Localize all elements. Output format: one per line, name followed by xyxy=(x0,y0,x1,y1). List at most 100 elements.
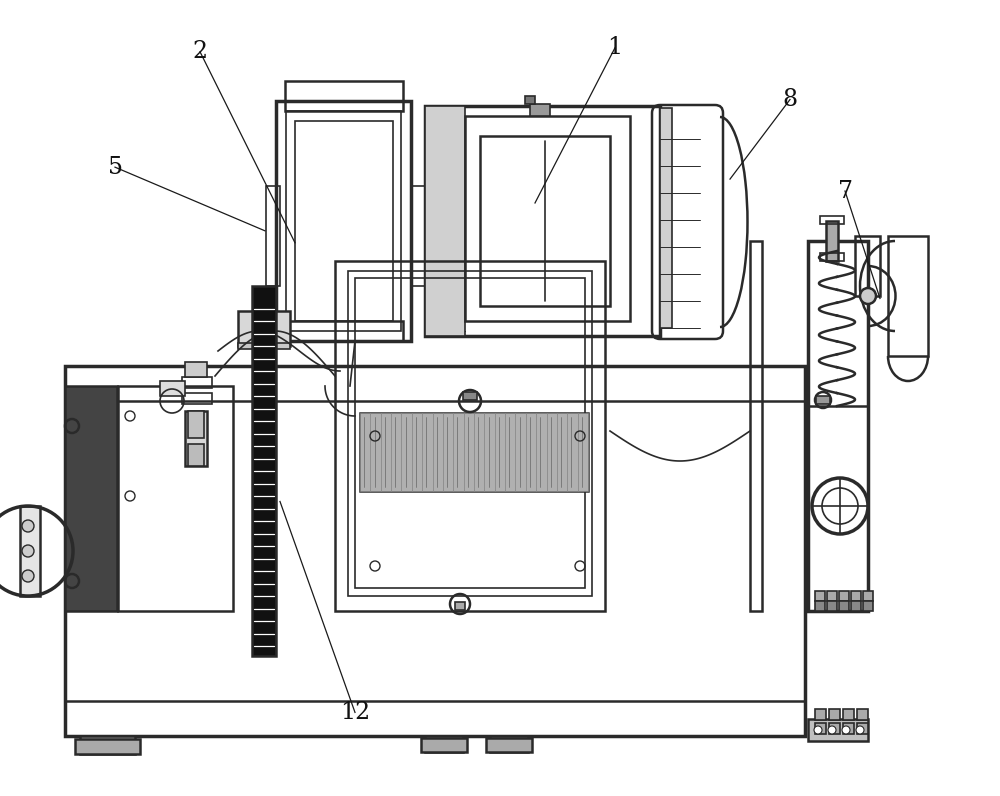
Bar xyxy=(530,104,550,116)
Bar xyxy=(843,709,854,720)
Bar xyxy=(425,106,465,336)
Circle shape xyxy=(842,726,850,734)
Bar xyxy=(474,413,484,491)
Bar xyxy=(185,411,207,466)
Bar xyxy=(160,381,185,396)
Bar xyxy=(286,111,401,331)
Circle shape xyxy=(22,520,34,532)
Text: 7: 7 xyxy=(838,180,852,202)
Bar xyxy=(829,709,840,720)
Bar xyxy=(188,411,204,438)
Bar xyxy=(839,591,849,601)
Bar xyxy=(486,738,532,752)
Bar xyxy=(455,602,465,610)
Bar xyxy=(660,108,672,328)
Bar xyxy=(295,121,393,321)
Bar xyxy=(348,271,592,596)
Bar xyxy=(808,241,868,611)
Bar xyxy=(412,413,422,491)
Bar xyxy=(360,413,588,491)
Bar xyxy=(536,413,547,491)
Bar xyxy=(238,343,290,349)
Bar xyxy=(490,736,528,752)
Bar xyxy=(425,736,463,752)
Bar xyxy=(238,311,290,346)
Bar xyxy=(855,236,880,296)
Bar xyxy=(525,96,535,104)
Bar xyxy=(464,413,474,491)
Bar xyxy=(285,321,403,341)
Bar xyxy=(182,377,212,388)
Bar xyxy=(808,719,868,741)
Bar xyxy=(495,413,505,491)
Bar xyxy=(827,601,837,611)
Bar xyxy=(401,413,412,491)
Bar xyxy=(826,221,838,261)
Text: 1: 1 xyxy=(607,37,623,59)
Bar xyxy=(816,396,830,404)
Bar xyxy=(888,236,928,356)
Text: 5: 5 xyxy=(108,156,122,178)
Bar xyxy=(484,413,495,491)
Bar xyxy=(505,413,515,491)
Bar xyxy=(20,506,40,596)
Bar xyxy=(863,601,873,611)
Bar xyxy=(285,81,403,111)
Bar xyxy=(851,591,861,601)
Bar xyxy=(252,286,276,656)
Bar xyxy=(480,136,610,306)
Circle shape xyxy=(828,726,836,734)
Bar xyxy=(815,601,825,611)
Circle shape xyxy=(860,288,876,304)
Bar xyxy=(80,736,135,754)
Bar xyxy=(453,413,464,491)
Bar xyxy=(411,186,425,286)
Bar xyxy=(857,723,868,734)
Bar xyxy=(578,413,588,491)
Bar xyxy=(815,723,826,734)
Circle shape xyxy=(814,726,822,734)
Circle shape xyxy=(856,726,864,734)
Bar xyxy=(851,601,861,611)
Bar xyxy=(370,413,381,491)
Bar xyxy=(391,413,401,491)
Bar xyxy=(843,723,854,734)
Bar xyxy=(276,101,411,341)
Bar xyxy=(567,413,578,491)
Bar xyxy=(526,413,536,491)
Bar xyxy=(381,413,391,491)
Bar xyxy=(547,413,557,491)
Bar xyxy=(433,413,443,491)
Bar xyxy=(863,591,873,601)
Bar xyxy=(443,413,453,491)
Text: 12: 12 xyxy=(340,701,370,724)
Circle shape xyxy=(22,570,34,582)
Bar xyxy=(463,392,477,400)
Bar xyxy=(425,106,660,336)
Bar xyxy=(185,362,207,377)
Bar xyxy=(266,186,280,286)
Bar xyxy=(815,709,826,720)
Bar xyxy=(422,413,433,491)
Bar xyxy=(65,386,117,611)
Bar xyxy=(829,723,840,734)
Bar xyxy=(839,601,849,611)
Bar xyxy=(335,261,605,611)
Bar xyxy=(421,738,467,752)
Bar xyxy=(360,413,370,491)
Bar xyxy=(65,366,805,736)
Bar xyxy=(355,278,585,588)
Bar xyxy=(857,709,868,720)
Bar xyxy=(820,253,844,261)
Bar xyxy=(465,116,630,321)
Bar xyxy=(557,413,567,491)
Bar xyxy=(827,591,837,601)
Bar xyxy=(815,591,825,601)
Bar xyxy=(750,241,762,611)
Bar xyxy=(182,393,212,404)
Bar xyxy=(75,739,140,754)
Text: 8: 8 xyxy=(782,88,798,111)
Bar xyxy=(118,386,233,611)
Bar xyxy=(515,413,526,491)
Text: 2: 2 xyxy=(192,41,208,63)
